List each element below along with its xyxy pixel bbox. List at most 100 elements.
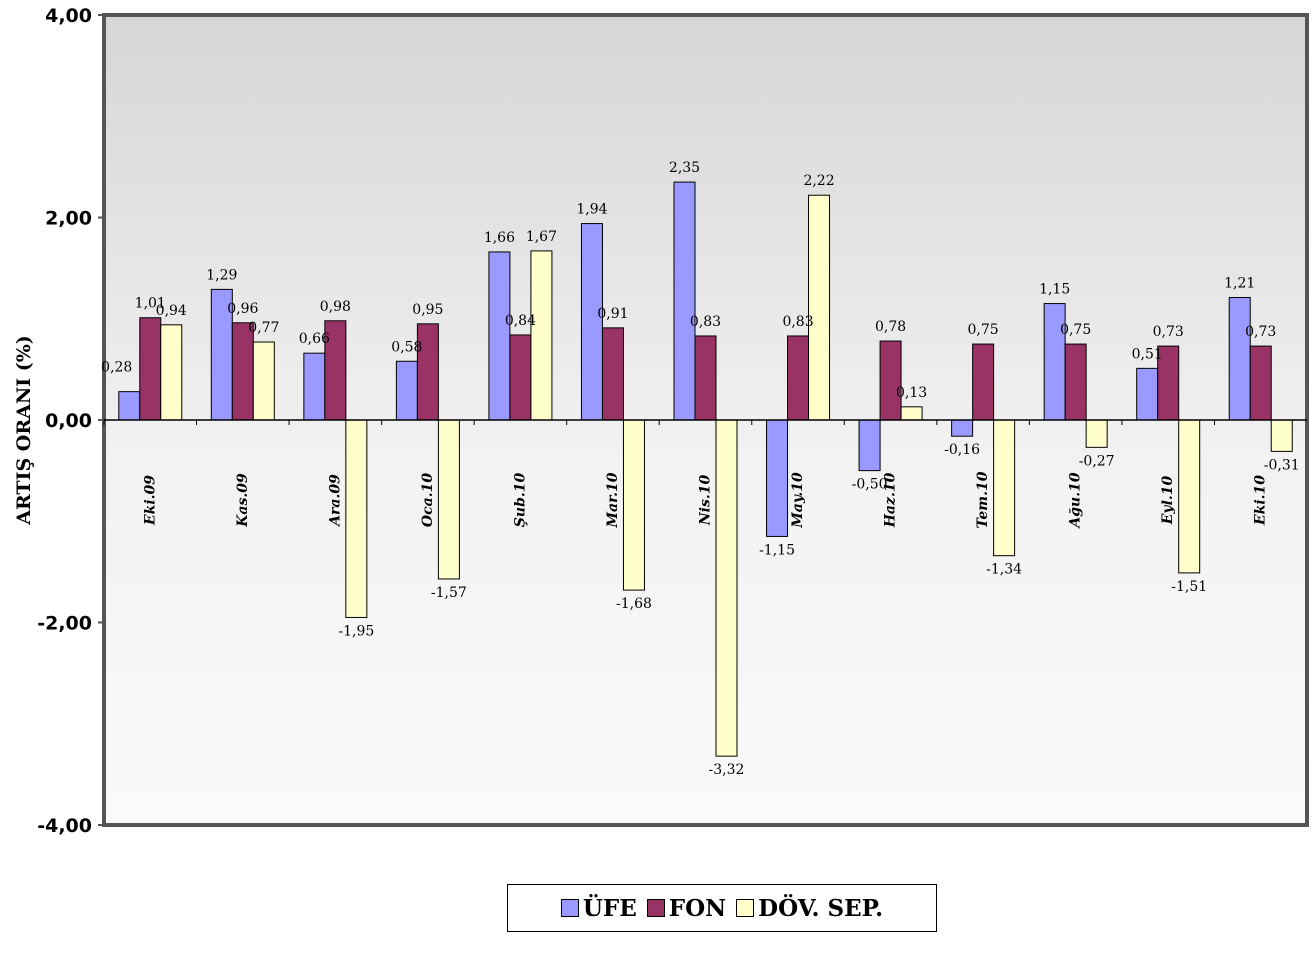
bar-dov-sep <box>252 341 275 421</box>
category-label: Oca.10 <box>420 473 436 527</box>
data-label-dov-sep: -1,68 <box>616 596 652 612</box>
y-tick-label: 0,00 <box>45 410 92 432</box>
category-label: Haz.10 <box>883 472 899 528</box>
data-label-ufe: 1,66 <box>484 230 515 246</box>
bar-ufe <box>1136 367 1159 421</box>
data-label-fon: 0,84 <box>505 313 536 329</box>
bar-fon <box>509 334 532 421</box>
bar-ufe <box>673 181 696 421</box>
y-tick-label: 4,00 <box>45 5 92 27</box>
bar-dov-sep <box>345 419 368 618</box>
bar-dov-sep <box>622 419 645 591</box>
legend-item-ufe: ÜFE <box>560 894 637 922</box>
bar-ufe <box>118 391 141 421</box>
data-label-ufe: 2,35 <box>669 160 700 176</box>
bar-dov-sep <box>993 419 1016 557</box>
data-label-ufe: -0,16 <box>944 442 980 458</box>
bar-dov-sep <box>1085 419 1108 448</box>
legend-item-fon: FON <box>646 894 727 922</box>
legend-item-dov-sep: DÖV. SEP. <box>736 895 883 922</box>
data-label-ufe: 1,15 <box>1039 282 1070 298</box>
data-label-fon: 0,98 <box>320 299 351 315</box>
category-label: Eyl.10 <box>1160 476 1176 526</box>
data-label-dov-sep: 2,22 <box>803 173 834 189</box>
y-tick-label: -2,00 <box>37 613 92 635</box>
category-label: Kas.09 <box>235 473 251 528</box>
data-label-dov-sep: 0,77 <box>248 320 279 336</box>
data-label-dov-sep: 1,67 <box>526 229 557 245</box>
data-label-fon: 0,83 <box>690 314 721 330</box>
category-label: Mar.10 <box>605 472 621 528</box>
data-label-dov-sep: 0,13 <box>896 385 927 401</box>
category-label: Ağu.10 <box>1068 472 1084 529</box>
bar-ufe <box>488 251 511 421</box>
data-label-fon: 0,78 <box>875 319 906 335</box>
data-label-fon: 0,73 <box>1245 324 1276 340</box>
legend-label-dov-sep: DÖV. SEP. <box>758 894 884 922</box>
legend-swatch-dov-sep <box>736 899 755 917</box>
data-label-fon: 0,75 <box>1060 322 1091 338</box>
category-label: Eki.09 <box>142 475 158 526</box>
data-label-dov-sep: -0,27 <box>1079 453 1115 469</box>
bar-fon <box>1249 345 1272 421</box>
bar-ufe <box>1043 303 1066 421</box>
bar-dov-sep <box>1178 419 1201 574</box>
bar-ufe <box>766 419 789 537</box>
bar-fon <box>1064 343 1087 421</box>
legend-label-fon: FON <box>668 894 727 922</box>
legend-swatch-fon <box>646 899 665 917</box>
bar-dov-sep <box>530 250 553 421</box>
data-label-ufe: 0,66 <box>299 331 330 347</box>
bar-ufe <box>303 352 326 421</box>
data-label-fon: 0,95 <box>412 302 443 318</box>
data-label-dov-sep: 0,94 <box>156 303 187 319</box>
bar-dov-sep <box>160 324 183 421</box>
legend-swatch-ufe <box>560 899 579 917</box>
y-tick-label: -4,00 <box>37 815 92 837</box>
data-label-fon: 0,73 <box>1153 324 1184 340</box>
data-labels: 0,28 1,010,94 1,29 0,96 0,77 0,66 0,98 -1,95 0,5… <box>101 160 1300 778</box>
data-label-dov-sep: -3,32 <box>709 762 745 778</box>
bar-fon <box>231 322 254 421</box>
bar-ufe <box>1228 296 1251 421</box>
data-label-ufe: 1,29 <box>206 267 237 283</box>
bar-dov-sep <box>1270 419 1293 452</box>
data-label-dov-sep: -0,31 <box>1264 457 1300 473</box>
data-label-ufe: 0,51 <box>1132 346 1163 362</box>
y-axis: 4,00 2,00 0,00 -2,00 -4,00 <box>37 5 104 837</box>
category-label: May.10 <box>790 472 806 529</box>
data-label-ufe: 0,28 <box>101 360 132 376</box>
data-label-ufe: 1,94 <box>576 202 607 218</box>
data-label-fon: 0,91 <box>597 306 628 322</box>
data-label-fon: 0,96 <box>227 301 258 317</box>
category-label: Ara.09 <box>327 474 343 528</box>
legend: ÜFE FON DÖV. SEP. <box>507 884 937 932</box>
y-tick-label: 2,00 <box>45 208 92 230</box>
legend-label-ufe: ÜFE <box>582 894 637 922</box>
zero-line <box>103 419 1307 425</box>
bar-ufe <box>951 419 974 437</box>
data-label-fon: 0,75 <box>968 322 999 338</box>
bar-ufe <box>858 419 881 472</box>
bar-fon <box>694 335 717 421</box>
data-label-ufe: 0,58 <box>391 339 422 355</box>
category-label: Eki.10 <box>1253 475 1269 526</box>
category-label: Şub.10 <box>512 473 528 528</box>
data-label-dov-sep: -1,51 <box>1171 579 1207 595</box>
bar-dov-sep <box>715 419 738 757</box>
data-label-ufe: -1,15 <box>759 542 795 558</box>
y-axis-title: ARTIŞ ORANI (%) <box>13 335 35 526</box>
bar-fon <box>972 343 995 421</box>
data-label-dov-sep: -1,95 <box>338 623 374 639</box>
bar-fon <box>879 340 902 421</box>
data-label-fon: 1,01 <box>135 296 166 312</box>
category-labels: Eki.09 Kas.09 Ara.09 Oca.10 Şub.10 Mar.10 Nis.… <box>142 471 1268 529</box>
data-label-dov-sep: -1,57 <box>431 585 467 601</box>
data-label-ufe: 1,21 <box>1224 275 1255 291</box>
bar-dov-sep <box>437 419 460 580</box>
bar-dov-sep <box>900 406 923 421</box>
bar-fon <box>601 327 624 421</box>
bar-fon <box>416 323 439 421</box>
data-label-ufe: -0,50 <box>852 477 888 493</box>
